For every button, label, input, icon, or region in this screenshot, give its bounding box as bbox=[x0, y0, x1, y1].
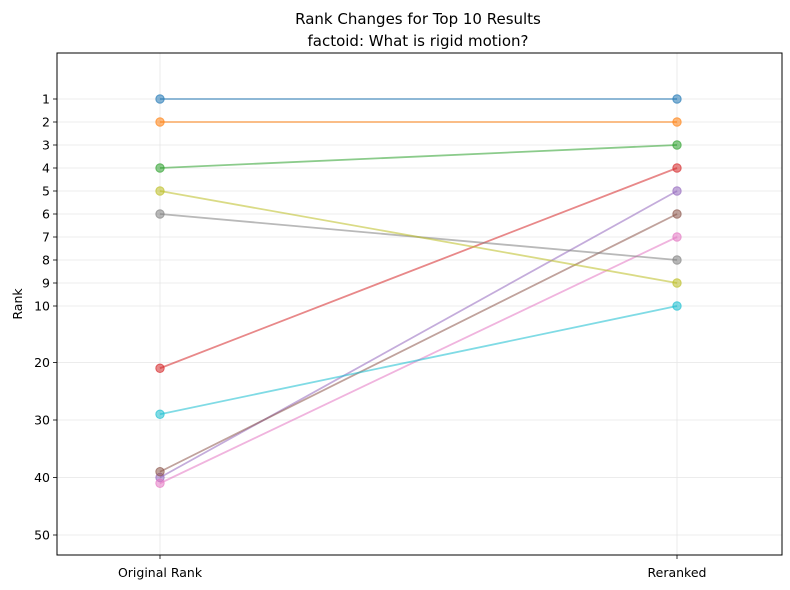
y-tick-label: 20 bbox=[34, 355, 50, 370]
y-tick-label: 50 bbox=[34, 528, 50, 543]
x-tick-label: Reranked bbox=[648, 565, 707, 580]
point-reranked bbox=[672, 140, 682, 150]
x-tick-label: Original Rank bbox=[118, 565, 203, 580]
y-tick-label: 9 bbox=[42, 276, 50, 291]
y-tick-label: 10 bbox=[34, 299, 50, 314]
point-original bbox=[155, 409, 165, 419]
series-line bbox=[159, 144, 678, 169]
y-axis-label: Rank bbox=[10, 288, 25, 320]
y-tick-label: 4 bbox=[42, 161, 50, 176]
y-tick-label: 40 bbox=[34, 470, 50, 485]
point-reranked bbox=[672, 94, 682, 104]
series-line bbox=[159, 190, 678, 284]
y-tick-label: 8 bbox=[42, 253, 50, 268]
point-reranked bbox=[672, 117, 682, 127]
x-axis-ticks: Original Rank Reranked bbox=[118, 555, 707, 580]
point-reranked bbox=[672, 209, 682, 219]
y-tick-label: 30 bbox=[34, 413, 50, 428]
series-line bbox=[159, 167, 678, 370]
y-tick-label: 7 bbox=[42, 230, 50, 245]
plot-area bbox=[57, 53, 782, 555]
point-original bbox=[155, 478, 165, 488]
point-original bbox=[155, 163, 165, 173]
chart-subtitle: factoid: What is rigid motion? bbox=[307, 32, 528, 50]
point-reranked bbox=[672, 255, 682, 265]
y-tick-label: 5 bbox=[42, 184, 50, 199]
point-original bbox=[155, 117, 165, 127]
point-reranked bbox=[672, 301, 682, 311]
y-tick-label: 1 bbox=[42, 92, 50, 107]
series-line bbox=[159, 305, 678, 416]
point-original bbox=[155, 186, 165, 196]
point-original bbox=[155, 209, 165, 219]
chart-title: Rank Changes for Top 10 Results bbox=[295, 10, 541, 28]
plot-frame bbox=[56, 52, 783, 556]
y-tick-label: 2 bbox=[42, 115, 50, 130]
y-tick-label: 3 bbox=[42, 138, 50, 153]
point-reranked bbox=[672, 232, 682, 242]
y-tick-label: 6 bbox=[42, 207, 50, 222]
series-line bbox=[159, 213, 678, 473]
point-original bbox=[155, 363, 165, 373]
series-layer bbox=[155, 94, 682, 488]
y-axis-ticks: 1 2 3 4 5 6 7 8 9 10 20 30 40 50 bbox=[34, 92, 57, 543]
point-original bbox=[155, 467, 165, 477]
point-reranked bbox=[672, 186, 682, 196]
point-reranked bbox=[672, 163, 682, 173]
point-reranked bbox=[672, 278, 682, 288]
point-original bbox=[155, 94, 165, 104]
